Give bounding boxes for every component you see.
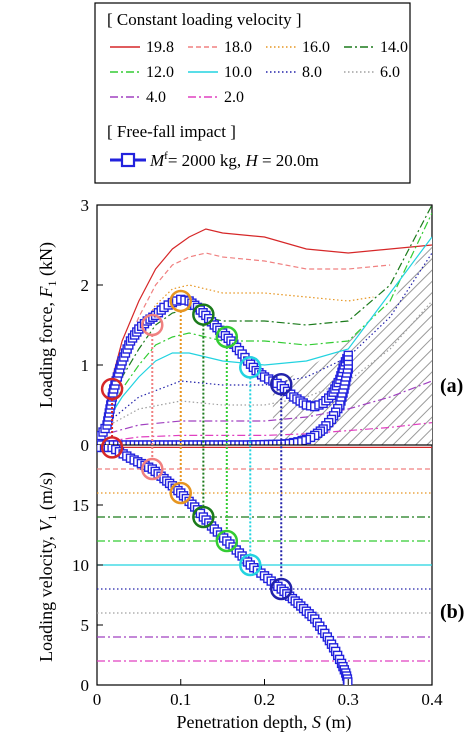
panel-a: 0 1 2 3 (a) Loading force, F1 (kN) — [36, 196, 463, 455]
panel-a-ytick-label: 3 — [81, 196, 90, 215]
legend-label-18.0: 18.0 — [224, 39, 252, 56]
panel-a-ylabel: Loading force, F1 (kN) — [36, 242, 59, 408]
panel-b-ytick-label: 15 — [72, 496, 89, 515]
panel-a-line-10.0 — [109, 236, 432, 418]
panel-b-ytick-label: 5 — [81, 616, 90, 635]
panel-a-line-14.0 — [109, 205, 432, 410]
panel-b-xtick-label: 0 — [93, 690, 102, 709]
panel-b-circle-1 — [141, 457, 164, 481]
legend-label-12.0: 12.0 — [146, 64, 174, 81]
legend-label-16.0: 16.0 — [302, 39, 330, 56]
legend-entries: 19.8 18.0 16.0 14.0 12.0 10.0 8.0 6.0 4.0 2.0 — [110, 39, 408, 106]
panel-a-ytick-label: 2 — [81, 276, 90, 295]
legend-label-10.0: 10.0 — [224, 64, 252, 81]
legend-label-19.8: 19.8 — [146, 39, 174, 56]
panel-b-circle-4 — [215, 529, 239, 553]
panel-b-ytick-label: 10 — [72, 556, 89, 575]
panel-b-xtick-label: 0.3 — [338, 690, 359, 709]
panel-a-line-16.0 — [108, 284, 374, 406]
panel-b-freefall — [97, 445, 353, 685]
panel-a-ytick-label: 0 — [81, 436, 90, 455]
panel-b-hlines — [97, 446, 432, 662]
panel-b-ylabel: Loading velocity, V1 (m/s) — [36, 472, 59, 662]
panel-b-circle-2 — [169, 481, 192, 505]
panel-a-freefall-markers — [97, 294, 353, 445]
panel-b-ytick-label: 0 — [81, 676, 90, 695]
legend-group2-title: [ Free-fall impact ] — [107, 122, 236, 141]
legend-label-4.0: 4.0 — [146, 89, 166, 106]
panel-a-label: (a) — [440, 375, 463, 397]
panel-b-yticks: 0 5 10 15 — [72, 496, 103, 695]
panel-a-freefall-marker — [97, 440, 106, 445]
panel-b-xlabel: Penetration depth, S (m) — [177, 712, 352, 733]
legend-label-14.0: 14.0 — [380, 39, 408, 56]
panel-a-ytick-label: 1 — [81, 356, 90, 375]
legend-label-6.0: 6.0 — [380, 64, 400, 81]
legend: [ Constant loading velocity ] 19.8 18.0 16… — [94, 2, 411, 184]
legend-label-2.0: 2.0 — [224, 89, 244, 106]
panel-b-circle-3 — [192, 505, 215, 529]
panel-a-line-19.8 — [108, 228, 432, 390]
panel-b-xticks: 0 0.1 0.2 0.3 0.4 — [93, 679, 443, 709]
panel-b-label: (b) — [440, 601, 464, 623]
panel-b-xtick-label: 0.1 — [170, 690, 191, 709]
legend-freefall-entry: Mf= 2000 kg, H = 20.0m — [110, 150, 319, 170]
panel-a-line-18.0 — [108, 252, 391, 398]
drop-lines — [111, 311, 283, 579]
legend-freefall-marker — [120, 152, 136, 168]
panel-a-line-12.0 — [109, 212, 432, 414]
legend-freefall-label: Mf= 2000 kg, H = 20.0m — [149, 150, 319, 170]
panel-b-circle-0 — [100, 436, 124, 459]
panel-b-xtick-label: 0.2 — [254, 690, 275, 709]
legend-frame — [94, 2, 411, 184]
panel-a-hatched-region — [272, 237, 432, 445]
legend-group1-title: [ Constant loading velocity ] — [107, 10, 302, 29]
panel-b-xtick-label: 0.4 — [421, 690, 443, 709]
legend-label-8.0: 8.0 — [302, 64, 322, 81]
